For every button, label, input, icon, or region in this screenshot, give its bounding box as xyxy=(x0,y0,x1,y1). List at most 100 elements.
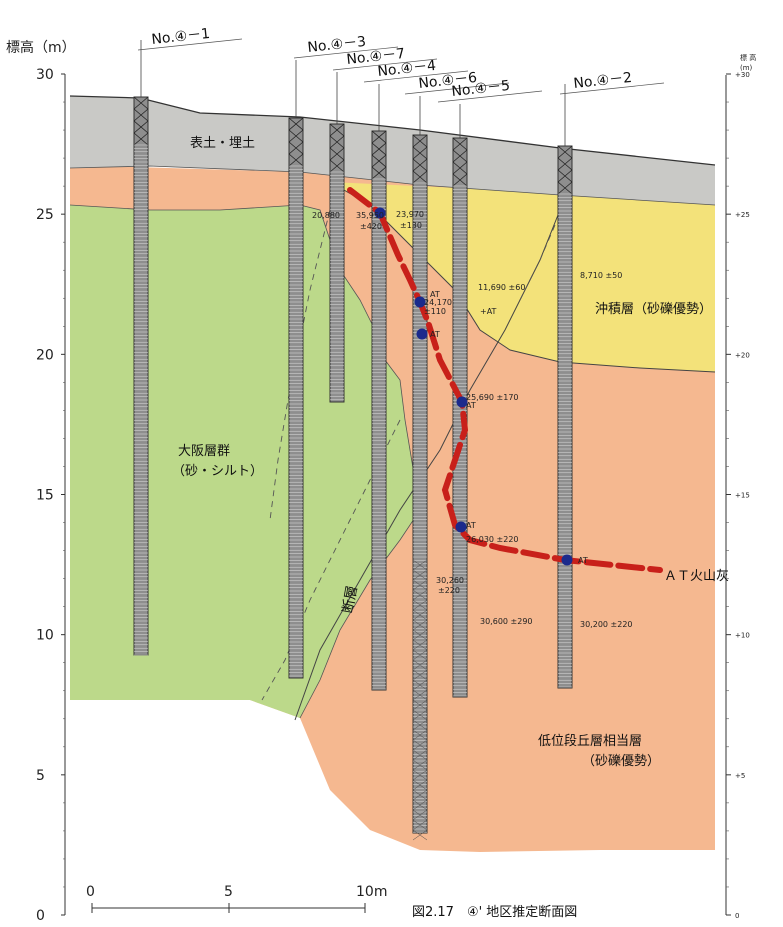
borehole-casing-mark xyxy=(133,108,149,122)
ash-dot xyxy=(414,296,426,308)
borehole-column xyxy=(288,60,304,679)
right-tick-label: +30 xyxy=(735,71,750,79)
borehole-casing-mark xyxy=(452,161,468,175)
annotation-text: AT xyxy=(578,556,588,565)
borehole-casing-mark xyxy=(557,169,573,183)
annotation-text: 26,030 ±220 xyxy=(466,535,519,544)
borehole-hatch xyxy=(412,829,428,841)
borehole-hatch xyxy=(412,659,428,671)
borehole-hatch xyxy=(412,809,428,821)
fill-layer xyxy=(70,96,715,205)
borehole-label-underline xyxy=(363,70,469,83)
left-tick-label: 30 xyxy=(36,67,54,83)
ash-layer-label: ＡＴ火山灰 xyxy=(664,569,729,584)
borehole-casing-mark xyxy=(412,146,428,160)
ash-dot xyxy=(455,521,467,533)
borehole-casing-mark xyxy=(557,157,573,171)
borehole-name: No.④－3 xyxy=(307,34,367,56)
borehole-casing-mark xyxy=(288,117,304,131)
annotation-text: +AT xyxy=(480,307,497,316)
annotation-text: 24,170 xyxy=(424,298,452,307)
ash-line xyxy=(347,187,663,573)
borehole-hatch xyxy=(412,649,428,661)
borehole-casing-mark xyxy=(371,130,387,144)
borehole-casing-mark xyxy=(452,173,468,187)
right-tick-label: 0 xyxy=(735,912,739,920)
ash-dot xyxy=(416,328,428,340)
borehole-hatch xyxy=(412,609,428,621)
borehole-label: No.④－1 xyxy=(137,26,243,51)
left-tick-label: 0 xyxy=(36,908,45,924)
ash-dot xyxy=(374,207,386,219)
borehole-hatch xyxy=(412,629,428,641)
right-tick-label: +5 xyxy=(735,772,745,780)
ash-dots xyxy=(374,207,573,566)
borehole-hatch xyxy=(412,679,428,691)
alluvium-layer-label: 沖積層（砂礫優勢） xyxy=(595,301,712,317)
borehole-hatch xyxy=(412,729,428,741)
borehole-casing-mark xyxy=(133,120,149,134)
right-tick-label: +15 xyxy=(735,492,750,500)
annotation-text: 23,970 xyxy=(396,210,424,219)
borehole-casing-mark xyxy=(412,158,428,172)
borehole-column xyxy=(412,96,428,841)
ash-dot xyxy=(456,396,468,408)
annotation-text: 30,260 xyxy=(436,576,464,585)
annotation-text: AT xyxy=(466,521,476,530)
annotation-text: 30,600 ±290 xyxy=(480,617,533,626)
right-tick-label: +10 xyxy=(735,632,750,640)
osaka-layer-label-sub: （砂・シルト） xyxy=(172,464,263,479)
borehole-casing-mark xyxy=(329,135,345,149)
fault-label: 断層 xyxy=(340,584,361,614)
left-tick-label: 25 xyxy=(36,207,54,223)
borehole-casing-mark xyxy=(329,159,345,173)
fault-line-dashed-3 xyxy=(519,224,556,301)
figure-caption: 図2.17 ④' 地区推定断面図 xyxy=(412,905,577,920)
borehole-casing-mark xyxy=(288,153,304,167)
borehole-labels: No.④－1 No.④－3No.④－7No.④－4No.④－6No.④－5 No.④… xyxy=(137,26,665,103)
borehole-hatch xyxy=(412,689,428,701)
borehole-hatch xyxy=(412,719,428,731)
fault-line-main xyxy=(294,209,561,721)
borehole-casing-mark xyxy=(288,141,304,155)
borehole-name: No.④－6 xyxy=(418,70,478,92)
borehole-casing-mark xyxy=(452,149,468,163)
borehole-hatch xyxy=(412,669,428,681)
borehole-hatch xyxy=(412,819,428,831)
borehole-name: No.④－1 xyxy=(151,26,211,48)
annotation-text: 8,710 ±50 xyxy=(580,271,622,280)
borehole-name: No.④－5 xyxy=(451,78,511,100)
annotation-text: ±420 xyxy=(360,222,382,231)
borehole-label-underline xyxy=(137,38,243,51)
annotations: 20,880 35,950±42023,970±130AT24,170±11011… xyxy=(312,210,633,629)
borehole-hatch xyxy=(412,749,428,761)
left-tick-label: 15 xyxy=(36,488,54,504)
left-tick-label: 20 xyxy=(36,347,54,363)
borehole-casing-mark xyxy=(371,166,387,180)
borehole-column xyxy=(452,104,468,698)
fill-layer-label: 表土・埋土 xyxy=(190,136,255,151)
borehole-label: No.④－2 xyxy=(559,70,665,95)
borehole-name: No.④－2 xyxy=(573,70,633,92)
scale-bar: 0 5 10m xyxy=(86,884,387,913)
right-axis-ticks: +30 +25 +20 +15 +10 +5 0 xyxy=(726,71,750,920)
left-axis-title: 標高（m） xyxy=(6,39,76,56)
annotation-text: AT xyxy=(430,290,440,299)
borehole-hatch xyxy=(412,579,428,591)
ash-dot xyxy=(561,554,573,566)
fill-label-bg xyxy=(184,131,266,153)
borehole-hatch xyxy=(412,599,428,611)
annotation-text: 30,200 ±220 xyxy=(580,620,633,629)
right-axis-title: 標 高 xyxy=(740,53,756,62)
borehole-body xyxy=(557,145,573,689)
borehole-casing-mark xyxy=(329,147,345,161)
borehole-label: No.④－7 xyxy=(332,46,438,71)
borehole-hatch xyxy=(412,589,428,601)
annotation-text: 20,880 xyxy=(312,211,340,220)
annotation-text: AT xyxy=(430,330,440,339)
borehole-casing-mark xyxy=(412,170,428,184)
borehole-casing-mark xyxy=(371,142,387,156)
annotation-text: 11,690 ±60 xyxy=(478,283,525,292)
left-tick-label: 10 xyxy=(36,628,54,644)
